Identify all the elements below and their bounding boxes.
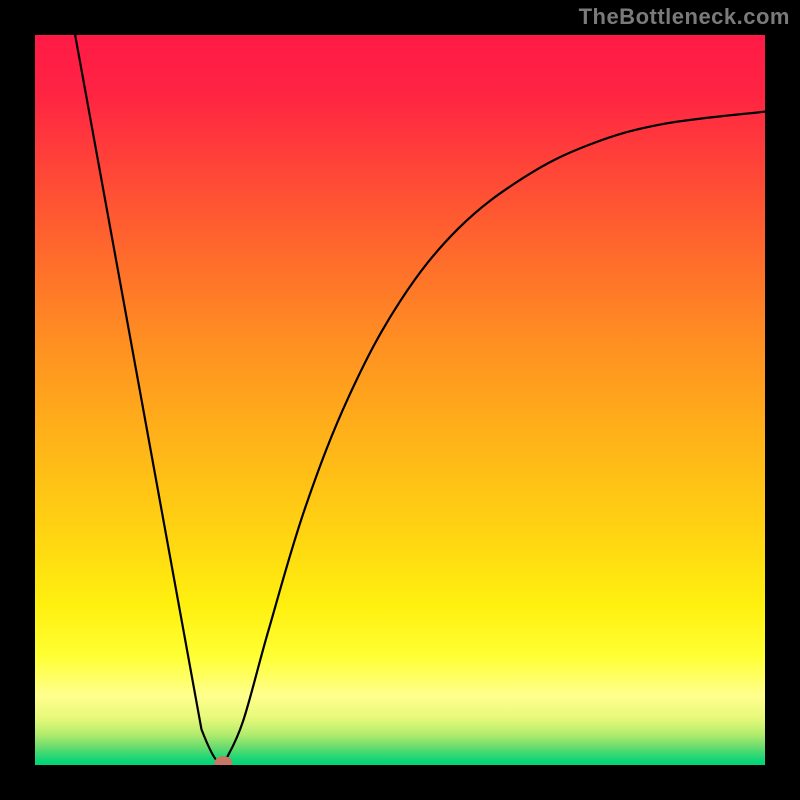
curve-layer — [35, 35, 765, 765]
watermark-text: TheBottleneck.com — [579, 4, 790, 30]
chart-container: TheBottleneck.com — [0, 0, 800, 800]
gradient-background — [35, 35, 765, 765]
plot-area — [35, 35, 765, 765]
